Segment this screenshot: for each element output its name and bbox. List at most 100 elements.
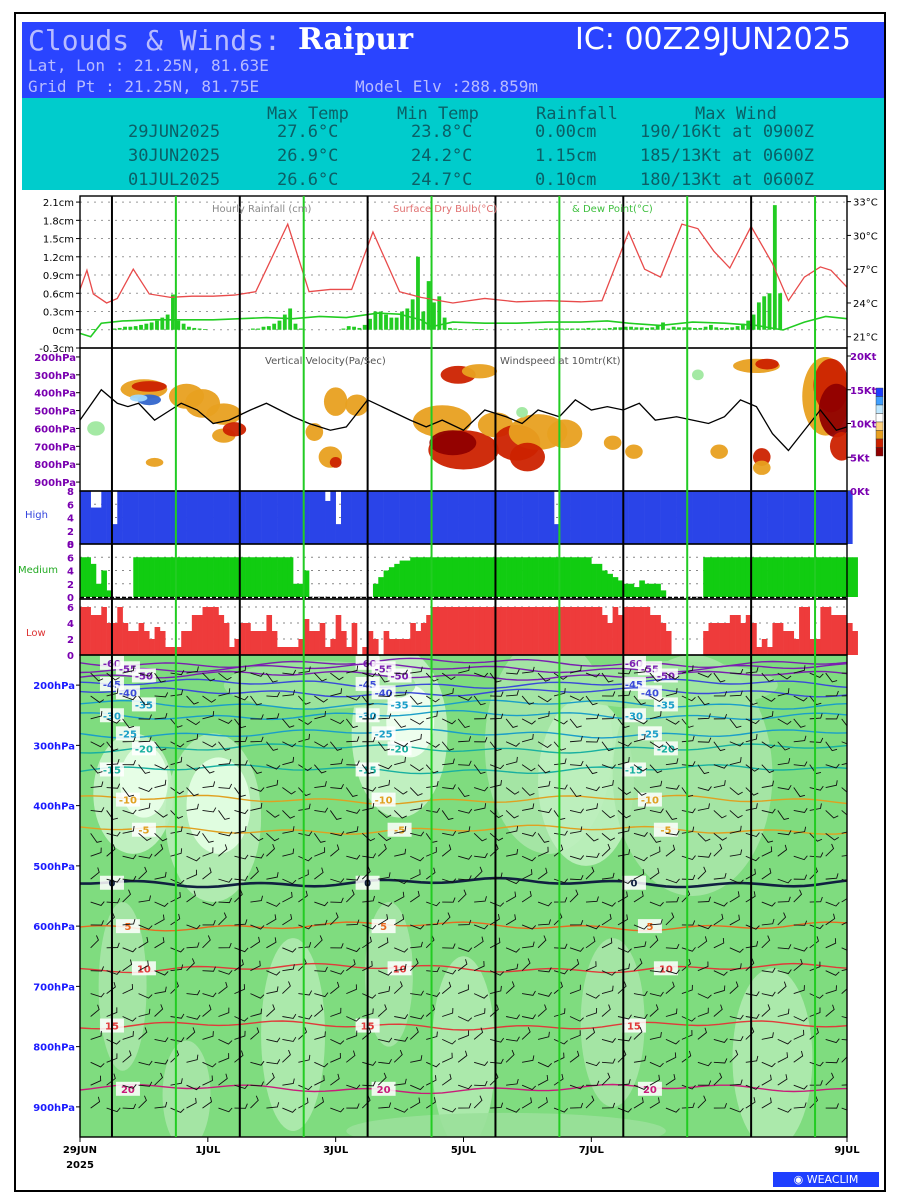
low-cloud-bar bbox=[665, 631, 672, 655]
wind-barb bbox=[649, 741, 664, 749]
high-cloud-bar bbox=[468, 491, 475, 544]
wind-barb bbox=[122, 759, 136, 766]
isotherm-label-bg bbox=[637, 919, 662, 934]
wind-barb bbox=[234, 718, 247, 729]
wind-barb bbox=[138, 866, 148, 880]
wind-barb bbox=[569, 760, 584, 767]
wind-barb bbox=[793, 665, 806, 674]
isotherm-label: 20 bbox=[643, 1085, 657, 1096]
wind-barb bbox=[553, 718, 568, 725]
rain-title: Hourly Rainfall (cm) bbox=[212, 204, 311, 215]
wind-barb bbox=[633, 718, 648, 725]
high-cloud-bar bbox=[772, 491, 779, 544]
wind-barb bbox=[697, 833, 711, 842]
wind-barb bbox=[825, 714, 839, 720]
wind-barb bbox=[170, 1078, 183, 1086]
medium-cloud-bar bbox=[628, 583, 635, 597]
high-cloud-bar bbox=[713, 491, 720, 544]
vv-scale-swatch bbox=[875, 438, 884, 448]
wind-barb bbox=[250, 764, 262, 774]
wind-barb bbox=[729, 1049, 739, 1063]
isotherm-label: 5 bbox=[380, 922, 387, 933]
medium-cloud-bar bbox=[703, 557, 709, 597]
wind-barb bbox=[106, 759, 120, 766]
wind-barb bbox=[713, 1058, 728, 1064]
low-cloud-tick-label: 0 bbox=[67, 651, 74, 662]
wind-barb bbox=[474, 1008, 486, 1017]
wind-barb bbox=[777, 784, 792, 790]
high-cloud-bar bbox=[815, 491, 821, 544]
high-cloud-bar bbox=[708, 491, 715, 544]
wind-barb bbox=[346, 809, 361, 814]
wind-barb bbox=[170, 670, 185, 676]
wind-barb bbox=[825, 901, 840, 907]
wind-barb bbox=[681, 787, 694, 798]
wind-barb bbox=[809, 1007, 821, 1017]
wind-barb bbox=[441, 672, 456, 681]
wind-barb bbox=[697, 1095, 707, 1109]
wind-barb bbox=[745, 958, 755, 972]
wind-barb bbox=[378, 779, 391, 788]
rain-bar bbox=[639, 327, 644, 330]
wind-barb bbox=[90, 1061, 105, 1068]
wind-barb bbox=[713, 913, 724, 926]
wind-barb bbox=[745, 764, 760, 772]
wind-barb bbox=[681, 947, 696, 952]
wind-barb bbox=[314, 919, 328, 926]
wind-barb bbox=[825, 873, 839, 880]
low-cloud-bar bbox=[703, 631, 709, 655]
col-rainfall: Rainfall bbox=[536, 104, 618, 124]
isotherm-label: -25 bbox=[375, 729, 393, 740]
wind-barb bbox=[106, 942, 120, 949]
isotherm-label: -55 bbox=[375, 664, 393, 675]
wind-barb bbox=[633, 958, 643, 972]
wind-barb bbox=[474, 1080, 488, 1087]
wind-barb bbox=[458, 875, 472, 881]
wind-barb bbox=[713, 741, 726, 752]
rain-bar bbox=[250, 328, 255, 330]
wind-barb bbox=[761, 780, 774, 788]
wind-barb bbox=[458, 760, 472, 766]
wind-barb bbox=[122, 919, 136, 926]
wind-barb bbox=[362, 895, 375, 903]
low-cloud-bar bbox=[85, 607, 91, 655]
wind-barb bbox=[362, 1027, 372, 1040]
rain-bar bbox=[256, 328, 261, 330]
wind-barb bbox=[90, 1096, 101, 1109]
wind-barb bbox=[825, 1072, 835, 1086]
low-cloud-bar bbox=[511, 607, 518, 655]
wind-barb bbox=[553, 1107, 569, 1113]
wind-barb bbox=[633, 1084, 648, 1090]
wind-barb bbox=[506, 1014, 520, 1020]
medium-cloud-bar bbox=[383, 570, 390, 597]
vv-cell bbox=[752, 460, 771, 475]
high-cloud-bar bbox=[490, 491, 496, 544]
rain-bar bbox=[144, 323, 149, 330]
rain-bar bbox=[543, 328, 548, 330]
wind-barb bbox=[90, 1075, 102, 1086]
wind-barb bbox=[378, 1102, 392, 1109]
isotherm-label: -50 bbox=[391, 671, 409, 682]
isotherm-label: -40 bbox=[641, 688, 659, 699]
wind-barb bbox=[330, 897, 344, 903]
high-cloud-bar bbox=[628, 491, 635, 544]
wind-barb bbox=[154, 871, 167, 880]
wind-barb bbox=[569, 787, 582, 798]
wind-barb bbox=[282, 913, 293, 926]
wind-barb bbox=[617, 787, 632, 795]
rain-bar bbox=[613, 327, 617, 330]
wind-barb bbox=[745, 941, 759, 949]
wind-barb bbox=[601, 780, 614, 788]
medium-cloud-bar bbox=[181, 557, 187, 597]
wind-barb bbox=[441, 844, 452, 857]
wind-barb bbox=[458, 1084, 473, 1090]
medium-cloud-bar bbox=[793, 557, 800, 597]
medium-cloud-bar bbox=[426, 557, 432, 597]
wind-barb bbox=[234, 919, 248, 926]
wind-barb bbox=[506, 690, 519, 697]
low-cloud-bar bbox=[591, 607, 597, 655]
rain-bar bbox=[597, 328, 601, 330]
rain-bar bbox=[677, 327, 681, 330]
wind-barb bbox=[729, 718, 742, 729]
wind-barb bbox=[298, 803, 311, 811]
